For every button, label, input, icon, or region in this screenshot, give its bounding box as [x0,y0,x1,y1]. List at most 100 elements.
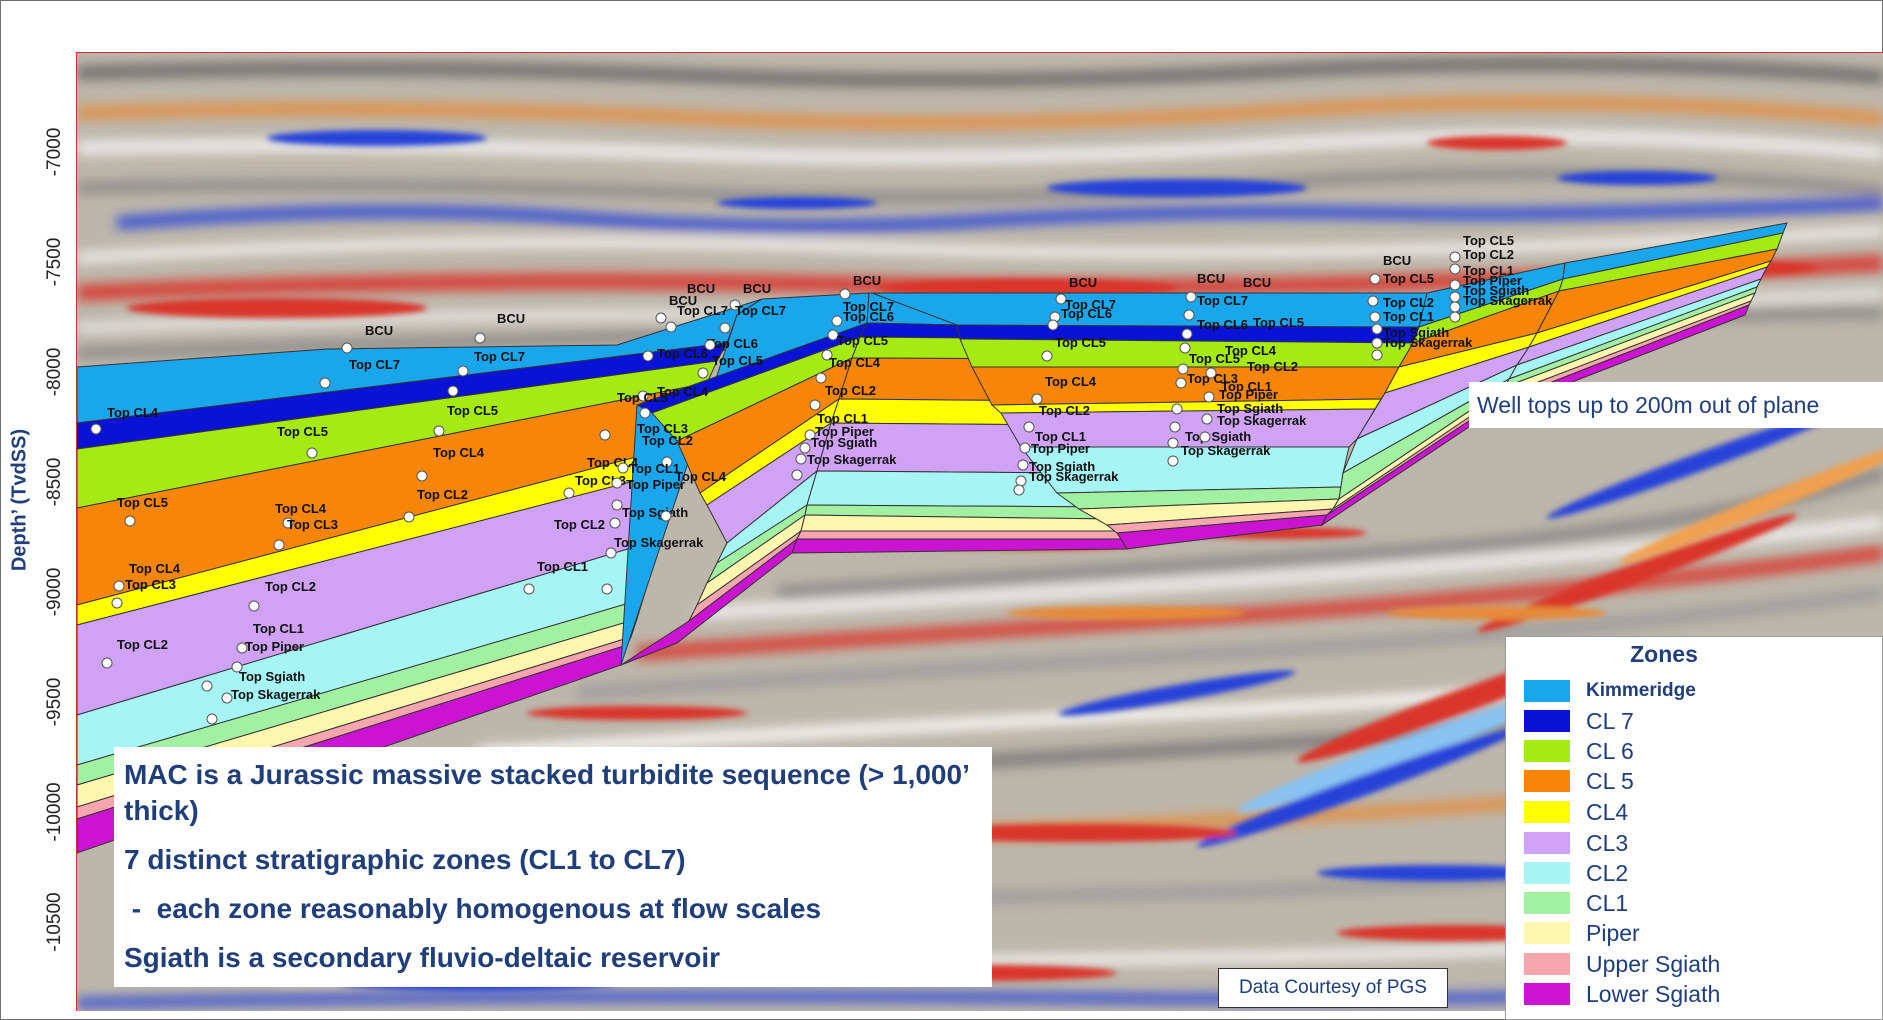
out-of-plane-callout: Well tops up to 200m out of plane [1469,382,1883,428]
legend-item: CL4 [1524,797,1864,827]
legend-swatch [1524,770,1570,792]
well-top-label: Top Sgiath [1029,459,1095,474]
well-top-label: Top CL1 [1221,379,1272,394]
legend-item: CL 6 [1524,736,1864,766]
well-top-label: Top Sgiath [1217,401,1283,416]
well-top-label: Top CL2 [1463,247,1514,262]
well-top-label: Top CL5 [837,333,888,348]
legend-swatch [1524,862,1570,884]
well-top-label: Top CL4 [675,469,727,484]
well-top-label: Top CL4 [129,561,181,576]
well-top-label: Top CL3 [637,421,688,436]
well-top-label: BCU [497,311,525,326]
zones-legend: Zones Kimmeridge CL 7 CL 6 CL 5 CL4 CL3 … [1505,636,1883,1020]
well-tops-block-3: BCU BCU Top CL7 Top CL6 Top CL5 Top CL2 … [601,281,786,595]
well-top-label: Top CL4 [829,355,881,370]
legend-label: CL 6 [1586,738,1634,764]
well-top-label: Top CL2 [1247,359,1298,374]
description-line: MAC is a Jurassic massive stacked turbid… [124,759,969,826]
legend-label: CL 5 [1586,768,1634,794]
well-top-label: Top CL2 [554,517,605,532]
well-top-label: Top CL2 [1383,295,1434,310]
y-tick: -8500 [44,457,65,507]
well-top-label: Top Skagerrak [1181,443,1271,458]
well-top-label: Top CL4 [275,501,327,516]
well-top-label: Top Skagerrak [1029,469,1119,484]
well-top-label: Top CL3 [125,577,176,592]
description-box: MAC is a Jurassic massive stacked turbid… [114,747,992,987]
well-top-label: Top CL6 [1061,306,1112,321]
well-top-label: Top CL4 [107,405,159,420]
well-top-label: Top CL7 [474,349,525,364]
y-axis-label: Depth’ (TvdSS) [8,428,31,572]
data-courtesy: Data Courtesy of PGS [1218,968,1448,1008]
legend-swatch [1524,922,1570,944]
well-top-label: Top CL5 [117,495,168,510]
well-top-label: BCU [1243,275,1271,290]
well-top-label: Top CL4 [1225,343,1277,358]
description-line: Sgiath is a secondary fluvio-deltaic res… [124,942,720,973]
y-tick: -9500 [44,677,65,727]
y-tick: -7500 [44,237,65,287]
legend-item: Upper Sgiath [1524,949,1864,979]
well-top-label: Top CL5 [277,424,328,439]
well-top-label: Top CL7 [1197,293,1248,308]
legend-swatch [1524,892,1570,914]
well-top-label: Top CL1 [1383,309,1434,324]
legend-item: CL2 [1524,858,1864,888]
legend-swatch [1524,680,1570,702]
well-top-label: Top CL5 [1463,233,1514,248]
well-top-label: Top Sgiath [1463,283,1529,298]
well-tops-block-5: BCU Top CL7 Top CL6 Top CL5 Top CL4 Top … [1013,275,1119,496]
well-top-label: Top CL2 [1039,403,1090,418]
fault-block-4 [871,292,1428,550]
legend-label: Lower Sgiath [1586,981,1721,1007]
legend-label: Piper [1586,920,1640,946]
well-top-label: BCU [743,281,771,296]
legend-label: Upper Sgiath [1586,951,1721,977]
legend-swatch [1524,953,1570,975]
well-top-label: Top CL7 [349,357,400,372]
well-top-label: Top Sgiath [1383,325,1449,340]
well-top-label: Top CL4 [1045,374,1097,389]
y-tick: -9000 [44,567,65,617]
well-top-label: Top Skagerrak [1463,293,1553,308]
well-top-label: Top CL7 [843,299,894,314]
description-line: - each zone reasonably homogenous at flo… [124,893,822,924]
legend-swatch [1524,801,1570,823]
well-top-label: Top CL4 [657,384,709,399]
well-top-label: Top CL1 [629,461,680,476]
well-tops-block-6: BCU BCU Top CL7 Top CL6 Top CL5 Top CL5 … [1167,233,1553,467]
well-top-label: Top Sgiath [239,669,305,684]
legend-item: CL 5 [1524,766,1864,796]
legend-label: CL1 [1586,890,1629,916]
legend-item: Piper [1524,918,1864,948]
legend-swatch [1524,740,1570,762]
y-tick: -10500 [44,892,65,952]
well-tops-block-1: Top CL4 BCU Top CL7 Top CL5 Top CL4 Top … [90,323,400,725]
well-top-label: Top CL2 [642,433,693,448]
well-top-label: BCU [1383,253,1411,268]
well-top-label: Top Sgiath [1185,429,1251,444]
well-top-label: Top CL5 [617,390,668,405]
well-top-label: Top Piper [1219,387,1278,402]
well-top-label: Top Skagerrak [807,452,897,467]
fault-block-2 [620,292,870,666]
well-top-label: Top CL1 [1463,263,1514,278]
legend-swatch [1524,983,1570,1005]
well-top-label: Top CL5 [1253,315,1304,330]
well-top-label: BCU [1069,275,1097,290]
well-top-label: Top CL2 [825,383,876,398]
legend-label: CL4 [1586,799,1629,825]
well-top-label: Top Skagerrak [614,535,704,550]
legend-label: CL3 [1586,830,1629,856]
well-top-label: BCU [1197,271,1225,286]
legend-item: Kimmeridge [1524,676,1864,706]
well-top-label: Top CL7 [677,303,728,318]
well-top-label: Top Skagerrak [231,687,321,702]
y-tick: -8000 [44,347,65,397]
well-top-label: BCU [365,323,393,338]
well-top-label: Top CL5 [712,353,763,368]
well-top-label: Top CL5 [1189,351,1240,366]
well-top-label: BCU [669,293,697,308]
